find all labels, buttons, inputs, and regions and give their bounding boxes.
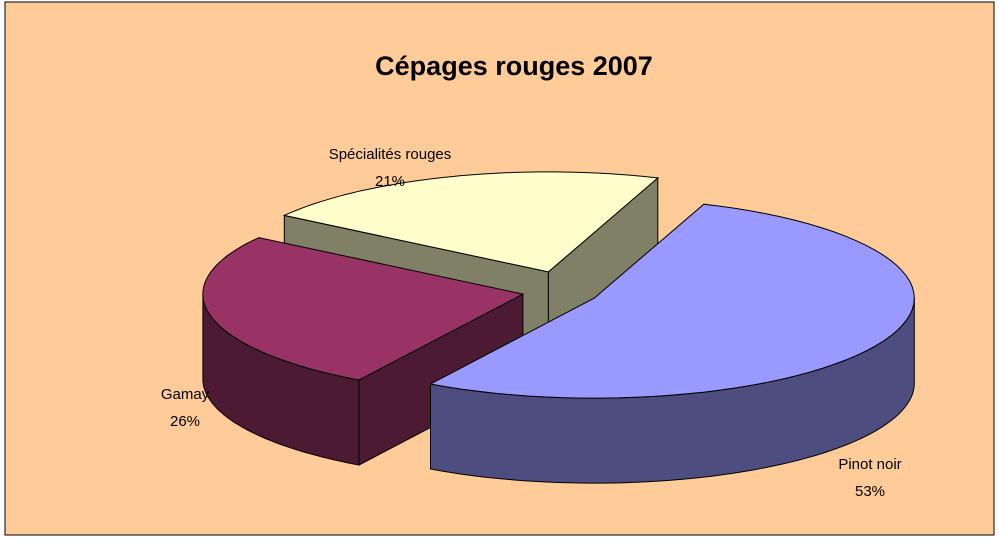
slice-value-label: 53% xyxy=(855,483,885,500)
chart-title: Cépages rouges 2007 xyxy=(375,51,653,81)
slice xyxy=(282,171,660,273)
slice-label: Spécialités rouges xyxy=(329,146,452,163)
slice xyxy=(428,203,915,399)
slice-label: Pinot noir xyxy=(838,456,901,473)
slice xyxy=(202,237,525,381)
slice-value-label: 26% xyxy=(170,413,200,430)
slice-value-label: 21% xyxy=(375,173,405,190)
slice-label: Gamay xyxy=(161,386,210,403)
